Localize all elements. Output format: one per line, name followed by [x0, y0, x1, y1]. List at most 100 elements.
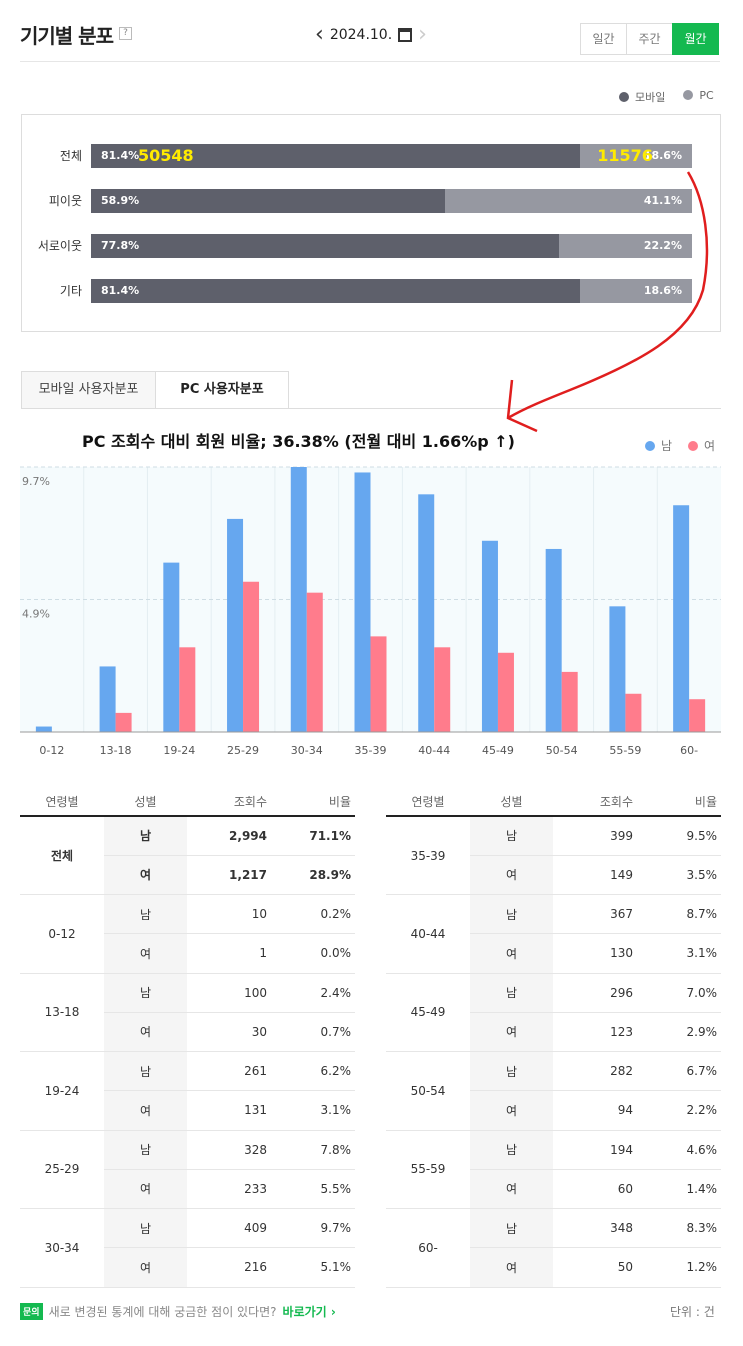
views-cell: 233 [187, 1169, 271, 1210]
device-bar[interactable]: 81.4% 18.6% [91, 279, 692, 303]
period-toggle: 일간 주간 월간 [580, 23, 719, 55]
age-group-cell: 25-29 [20, 1130, 104, 1209]
x-tick-label: 45-49 [482, 744, 514, 757]
sex-cell: 남 [470, 1130, 553, 1170]
age-group-cell: 30-34 [20, 1208, 104, 1288]
ratio-cell: 6.7% [637, 1051, 721, 1092]
sex-cell: 남 [104, 1051, 187, 1092]
age-group-cell: 45-49 [386, 973, 470, 1052]
sex-cell: 여 [104, 1012, 187, 1053]
device-bar[interactable]: 58.9% 41.1% [91, 189, 692, 213]
sex-cell: 남 [470, 1051, 553, 1092]
table-header-cell: 비율 [271, 788, 355, 817]
x-tick-label: 13-18 [100, 744, 132, 757]
table-row: 여 50 1.2% [386, 1247, 721, 1288]
shortcut-link[interactable]: 바로가기 › [282, 1305, 336, 1319]
sex-cell: 여 [470, 1012, 553, 1053]
female-bar [243, 581, 260, 732]
male-bar [545, 548, 562, 732]
table-row: 여 94 2.2% [386, 1090, 721, 1131]
divider [20, 61, 720, 62]
calendar-icon[interactable] [398, 28, 413, 42]
sex-cell: 남 [104, 894, 187, 935]
ratio-cell: 8.7% [637, 894, 721, 935]
sex-cell: 여 [470, 1247, 553, 1288]
male-dot-icon [645, 441, 655, 451]
male-bar [35, 726, 52, 732]
ratio-cell: 4.6% [637, 1130, 721, 1170]
ratio-cell: 6.2% [271, 1051, 355, 1092]
next-month-icon[interactable]: › [418, 22, 427, 47]
ratio-cell: 9.7% [271, 1208, 355, 1249]
ratio-cell: 7.0% [637, 973, 721, 1013]
tab-pc-users[interactable]: PC 사용자분포 [155, 371, 289, 409]
views-cell: 409 [187, 1208, 271, 1249]
female-bar [370, 636, 387, 732]
device-row-neighbor: 피이웃 58.9% 41.1% [22, 189, 720, 213]
sex-cell: 남 [104, 973, 187, 1013]
sex-cell: 여 [104, 1090, 187, 1131]
device-row-label: 서로이웃 [37, 239, 82, 253]
device-row-other: 기타 81.4% 18.6% [22, 279, 720, 303]
male-bar [163, 562, 180, 732]
ratio-cell: 2.9% [637, 1012, 721, 1053]
mobile-segment: 81.4% [91, 279, 581, 303]
mobile-segment: 77.8% [91, 234, 559, 258]
table-row: 여 233 5.5% [20, 1169, 355, 1210]
user-distribution-tabs: 모바일 사용자분포 PC 사용자분포 [21, 371, 289, 409]
device-bar[interactable]: 81.4% 50548 18.6% 11576 [91, 144, 692, 168]
mobile-percent: 81.4% [101, 149, 140, 162]
table-row: 60- 남 348 8.3% [386, 1208, 721, 1288]
period-daily-button[interactable]: 일간 [580, 23, 627, 55]
inquiry-text: 새로 변경된 통계에 대해 궁금한 점이 있다면? [48, 1305, 277, 1319]
views-cell: 282 [553, 1051, 637, 1092]
sex-cell: 남 [470, 973, 553, 1013]
table-row: 30-34 남 409 9.7% [20, 1208, 355, 1288]
table-header-cell: 연령별 [20, 788, 104, 817]
mobile-dot-icon [619, 92, 629, 102]
ratio-cell: 9.5% [637, 816, 721, 856]
table-header-row: 연령별 성별 조회수 비율 [386, 788, 721, 817]
y-tick-label: 4.9% [22, 608, 50, 621]
period-weekly-button[interactable]: 주간 [626, 23, 673, 55]
pc-percent: 22.2% [643, 239, 682, 252]
table-header-cell: 조회수 [187, 788, 271, 817]
help-icon[interactable]: ? [119, 27, 132, 40]
tab-mobile-users[interactable]: 모바일 사용자분포 [21, 371, 156, 409]
current-date: 2024.10. [329, 27, 393, 43]
sex-cell: 여 [470, 933, 553, 974]
views-cell: 60 [553, 1169, 637, 1210]
x-tick-label: 19-24 [163, 744, 195, 757]
device-legend: 모바일 PC [619, 89, 714, 105]
sex-cell: 남 [470, 1208, 553, 1249]
age-group-cell: 19-24 [20, 1051, 104, 1131]
female-bar [625, 693, 642, 732]
ratio-cell: 8.3% [637, 1208, 721, 1249]
views-cell: 1 [187, 933, 271, 974]
legend-female: 여 [688, 437, 715, 454]
mobile-count-annotation: 50548 [138, 146, 194, 165]
male-bar [354, 472, 371, 732]
ratio-cell: 0.0% [271, 933, 355, 974]
table-row: 여 123 2.9% [386, 1012, 721, 1053]
female-bar [561, 671, 578, 732]
views-cell: 1,217 [187, 855, 271, 896]
period-monthly-button[interactable]: 월간 [672, 23, 719, 55]
table-row: 여 216 5.1% [20, 1247, 355, 1288]
sex-cell: 여 [104, 855, 187, 896]
table-header-cell: 조회수 [553, 788, 637, 817]
views-cell: 131 [187, 1090, 271, 1131]
female-bar [179, 647, 196, 732]
device-bar[interactable]: 77.8% 22.2% [91, 234, 692, 258]
pc-percent: 18.6% [643, 149, 682, 162]
age-group-cell: 60- [386, 1208, 470, 1288]
views-cell: 348 [553, 1208, 637, 1249]
male-bar [481, 540, 498, 732]
age-group-cell: 13-18 [20, 973, 104, 1052]
views-cell: 30 [187, 1012, 271, 1053]
footer-inquiry: 문의 새로 변경된 통계에 대해 궁금한 점이 있다면? 바로가기 › [20, 1303, 336, 1320]
sex-cell: 남 [104, 1208, 187, 1249]
male-bar [99, 666, 116, 732]
prev-month-icon[interactable]: ‹ [315, 22, 324, 47]
female-dot-icon [688, 441, 699, 451]
